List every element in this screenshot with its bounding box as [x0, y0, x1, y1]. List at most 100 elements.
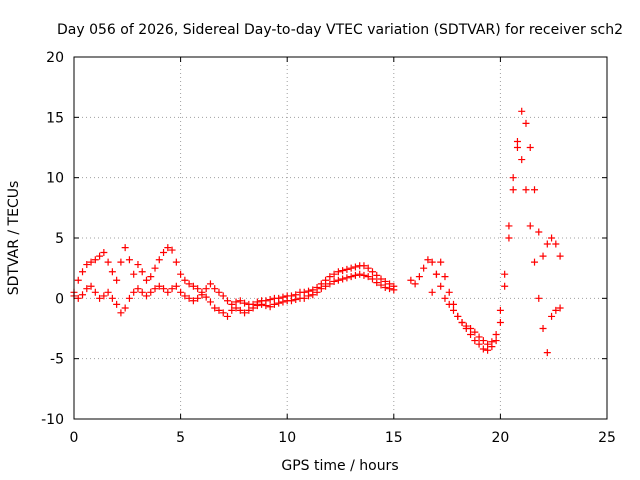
data-point — [138, 268, 146, 276]
y-tick-label: 10 — [46, 171, 64, 187]
data-point — [543, 349, 551, 357]
data-point — [526, 222, 534, 230]
data-point — [522, 119, 530, 127]
series-group — [428, 144, 564, 357]
data-point — [501, 282, 509, 290]
data-point — [160, 248, 168, 256]
data-point — [368, 268, 376, 276]
data-point — [113, 276, 121, 284]
data-point — [253, 302, 261, 310]
data-point — [181, 276, 189, 284]
plot-frame — [73, 56, 608, 420]
data-point — [279, 298, 287, 306]
series-group — [70, 244, 398, 308]
y-tick-label: 15 — [46, 110, 64, 126]
data-point — [509, 174, 517, 182]
data-point — [185, 294, 193, 302]
chart-title: Day 056 of 2026, Sidereal Day-to-day VTE… — [57, 22, 623, 38]
data-point — [206, 280, 214, 288]
x-tick-label: 10 — [278, 430, 296, 446]
data-point — [108, 268, 116, 276]
data-point — [219, 309, 227, 317]
data-point — [543, 240, 551, 248]
data-point — [104, 258, 112, 266]
data-point — [552, 306, 560, 314]
data-point — [373, 271, 381, 279]
data-point — [492, 331, 500, 339]
data-point — [117, 258, 125, 266]
data-point — [79, 291, 87, 299]
data-point — [518, 107, 526, 115]
data-point — [415, 273, 423, 281]
data-point — [121, 304, 129, 312]
data-point — [496, 318, 504, 326]
data-point — [313, 288, 321, 296]
data-point — [168, 246, 176, 254]
x-axis-label: GPS time / hours — [281, 458, 398, 474]
data-point — [386, 285, 394, 293]
data-point — [287, 297, 295, 305]
data-point — [339, 267, 347, 275]
data-point — [241, 299, 249, 307]
data-point — [454, 312, 462, 320]
data-point — [548, 234, 556, 242]
data-point — [535, 228, 543, 236]
data-point — [505, 234, 513, 242]
data-point — [96, 294, 104, 302]
data-point — [509, 186, 517, 194]
data-point — [535, 294, 543, 302]
data-point — [100, 292, 108, 300]
data-point — [100, 248, 108, 256]
grid-lines — [74, 57, 607, 419]
data-point — [364, 273, 372, 281]
y-tick-label: -5 — [50, 352, 64, 368]
data-point — [317, 285, 325, 293]
x-tick-label: 15 — [385, 430, 403, 446]
data-point — [339, 275, 347, 283]
data-point — [147, 273, 155, 281]
data-point — [172, 258, 180, 266]
data-point — [322, 276, 330, 284]
data-point — [330, 277, 338, 285]
x-tick-label: 5 — [176, 430, 185, 446]
data-point — [125, 256, 133, 264]
data-point — [142, 292, 150, 300]
data-point — [432, 270, 440, 278]
data-point — [322, 282, 330, 290]
data-point — [104, 288, 112, 296]
data-point — [300, 288, 308, 296]
data-point — [142, 276, 150, 284]
data-point — [428, 258, 436, 266]
data-point — [300, 294, 308, 302]
data-point — [194, 294, 202, 302]
data-point — [117, 309, 125, 317]
data-point — [236, 297, 244, 305]
data-point — [437, 282, 445, 290]
data-point — [556, 252, 564, 260]
data-point — [181, 292, 189, 300]
data-point — [343, 265, 351, 273]
series-group — [407, 107, 564, 354]
data-point — [87, 258, 95, 266]
data-point — [155, 282, 163, 290]
data-point — [441, 294, 449, 302]
data-point — [496, 306, 504, 314]
data-point — [134, 261, 142, 269]
data-point — [462, 322, 470, 330]
data-point — [467, 325, 475, 332]
data-point — [351, 271, 359, 279]
y-tick-label: 5 — [55, 231, 64, 247]
data-point — [513, 137, 521, 145]
y-tick-label: 0 — [55, 291, 64, 307]
data-point — [467, 331, 475, 339]
data-point — [79, 268, 87, 276]
data-point — [475, 340, 483, 348]
x-tick-label: 0 — [70, 430, 79, 446]
data-point — [164, 244, 172, 252]
data-point — [347, 264, 355, 272]
data-point — [326, 280, 334, 288]
data-point — [526, 144, 534, 151]
data-point — [334, 276, 342, 284]
data-point — [364, 264, 372, 272]
data-point — [206, 298, 214, 306]
